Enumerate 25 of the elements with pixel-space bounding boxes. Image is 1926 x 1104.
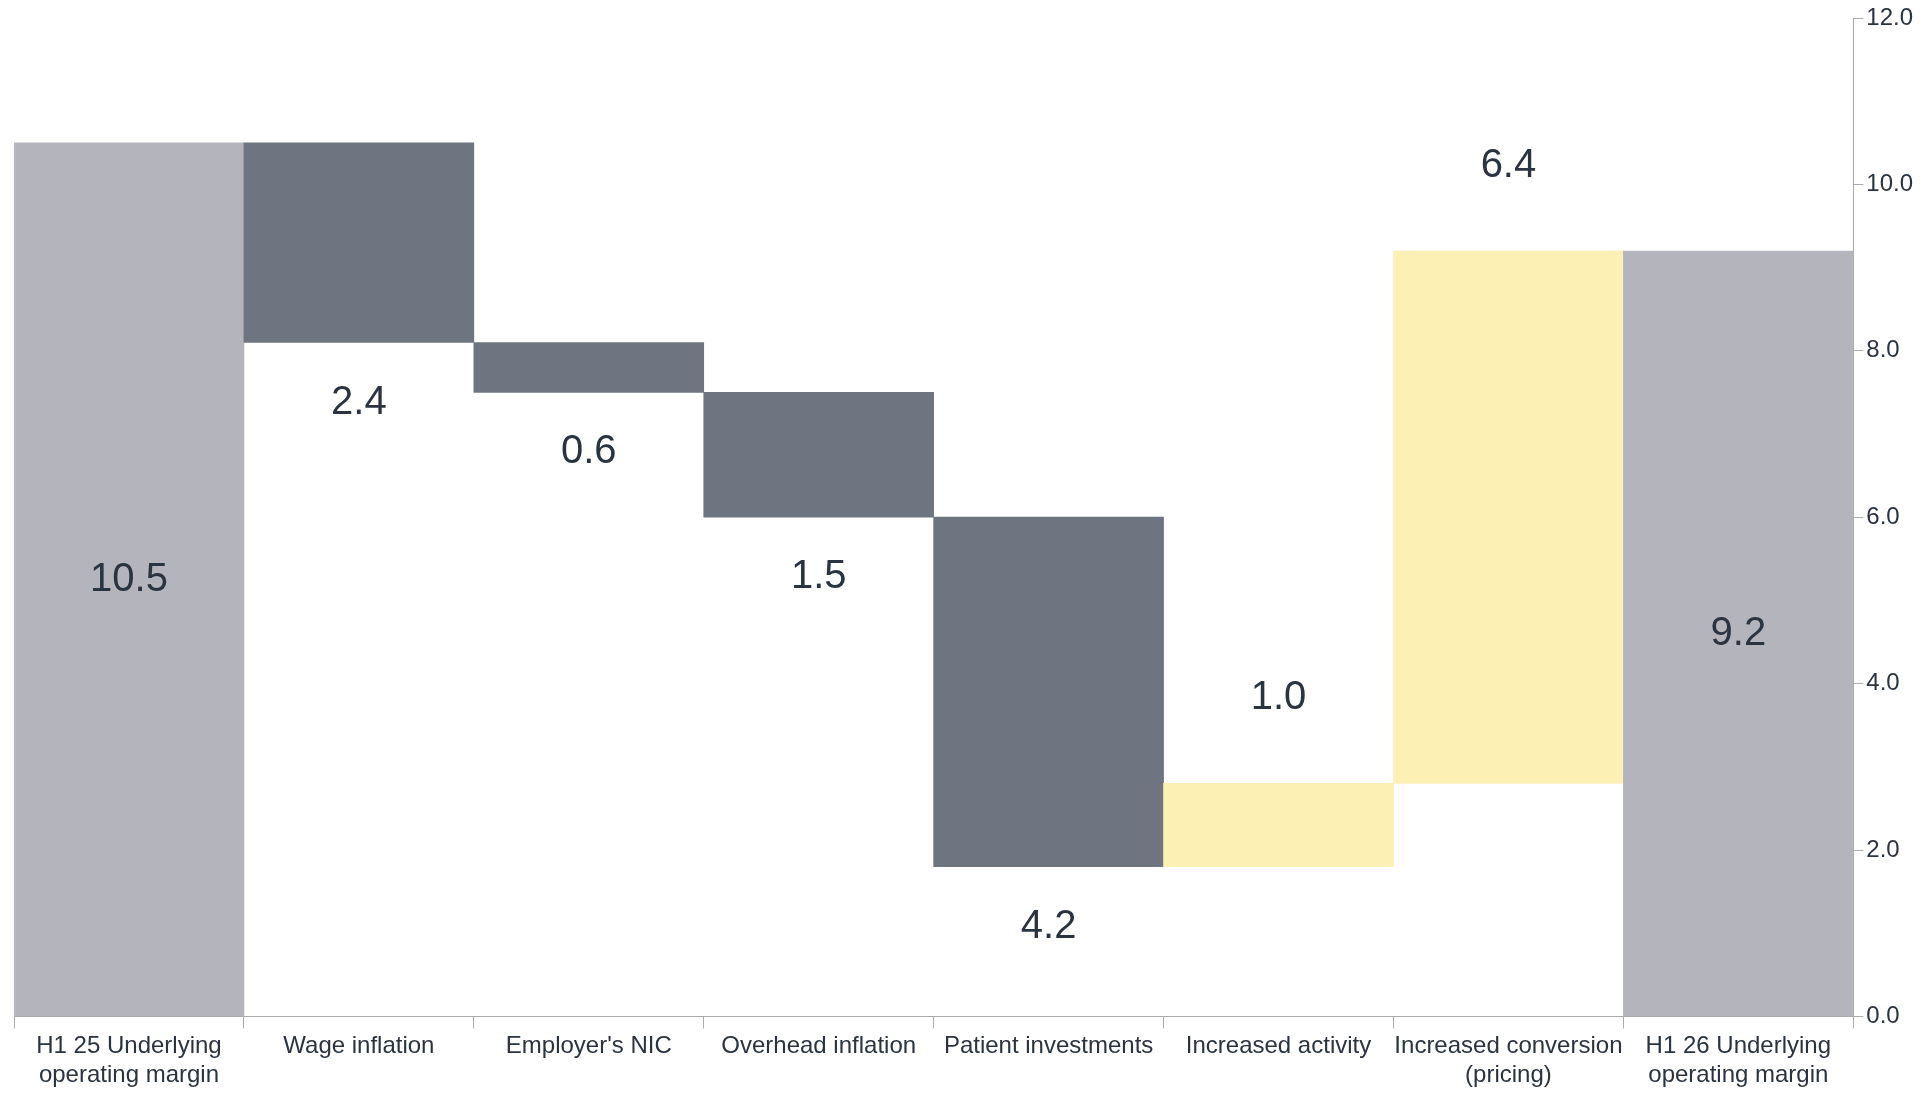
y-tick-label: 12.0 xyxy=(1866,2,1914,30)
x-tick-label: Overhead inflation xyxy=(721,1031,917,1059)
x-tick-label: Increased conversion (pricing) xyxy=(1394,1031,1623,1088)
data-label: 4.2 xyxy=(1020,901,1077,946)
x-tick-label: Increased activity xyxy=(1185,1031,1372,1059)
bar xyxy=(14,142,245,1017)
x-tick-label: Patient investments xyxy=(943,1031,1154,1059)
data-label: 0.6 xyxy=(560,427,617,472)
y-tick-label: 8.0 xyxy=(1866,335,1900,363)
data-label: 1.0 xyxy=(1250,673,1307,718)
x-tick-label: H1 25 Underlying operating margin xyxy=(36,1031,222,1088)
x-tick-label: Employer's NIC xyxy=(505,1031,672,1059)
data-label: 10.5 xyxy=(90,554,168,599)
bar xyxy=(1623,250,1854,1017)
y-tick-label: 6.0 xyxy=(1866,501,1900,529)
x-tick-label: H1 26 Underlying operating margin xyxy=(1645,1031,1832,1088)
x-tick-label: Wage inflation xyxy=(283,1031,435,1059)
data-label: 9.2 xyxy=(1710,608,1767,653)
data-label: 2.4 xyxy=(331,377,387,422)
data-label: 1.5 xyxy=(790,552,847,597)
y-tick-label: 2.0 xyxy=(1866,834,1900,862)
data-label: 6.4 xyxy=(1480,140,1537,185)
y-tick-label: 0.0 xyxy=(1866,1001,1900,1029)
y-tick-label: 10.0 xyxy=(1866,169,1914,197)
y-tick-label: 4.0 xyxy=(1866,668,1900,696)
